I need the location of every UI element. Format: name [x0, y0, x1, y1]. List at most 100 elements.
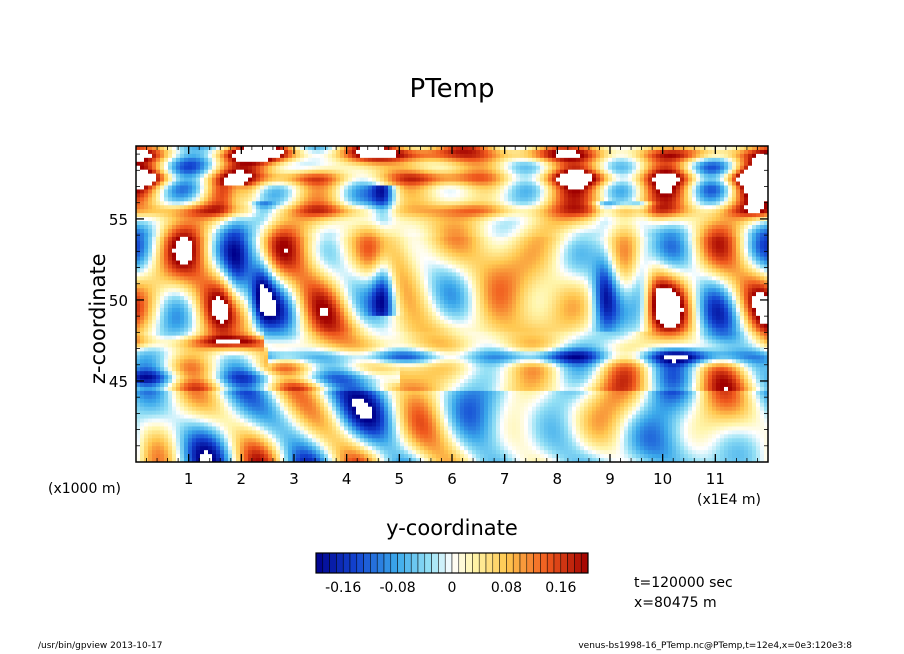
- heatmap-cell: [204, 331, 209, 337]
- heatmap-cell: [288, 217, 293, 222]
- heatmap-cell: [324, 165, 329, 171]
- heatmap-cell: [372, 177, 377, 183]
- heatmap-cell: [280, 422, 285, 428]
- heatmap-cell: [332, 339, 337, 345]
- heatmap-cell: [380, 161, 385, 167]
- heatmap-cell: [160, 296, 165, 301]
- heatmap-cell: [244, 414, 249, 420]
- heatmap-cell: [184, 232, 189, 238]
- heatmap-cell: [308, 248, 313, 254]
- heatmap-cell: [140, 288, 145, 293]
- heatmap-cell: [188, 311, 193, 317]
- heatmap-cell: [248, 213, 253, 218]
- heatmap-cell: [316, 165, 321, 171]
- heatmap-cell: [236, 410, 241, 416]
- heatmap-cell: [364, 315, 369, 321]
- heatmap-cell: [356, 438, 361, 443]
- heatmap-cell: [376, 339, 381, 345]
- heatmap-cell: [296, 284, 301, 289]
- heatmap-cell: [376, 319, 381, 325]
- heatmap-cell: [268, 406, 273, 412]
- heatmap-cell: [156, 292, 161, 297]
- heatmap-cell: [168, 331, 173, 337]
- heatmap-cell: [380, 343, 385, 349]
- heatmap-cell: [196, 260, 201, 266]
- heatmap-cell: [288, 165, 293, 171]
- heatmap-cell: [172, 446, 177, 451]
- heatmap-cell: [144, 213, 149, 218]
- heatmap-cell: [264, 351, 269, 356]
- heatmap-cell: [348, 244, 353, 250]
- heatmap-cell: [308, 383, 313, 388]
- heatmap-cell: [152, 379, 157, 384]
- heatmap-cell: [380, 402, 385, 408]
- heatmap-cell: [216, 442, 221, 447]
- heatmap-cell: [312, 438, 317, 443]
- heatmap-cell: [356, 379, 361, 384]
- heatmap-cell: [236, 161, 241, 167]
- heatmap-cell: [292, 442, 297, 447]
- heatmap-cell: [312, 335, 317, 341]
- heatmap-cell: [172, 430, 177, 435]
- heatmap-cell: [284, 161, 289, 167]
- heatmap-cell: [208, 296, 213, 301]
- heatmap-cell: [184, 256, 189, 262]
- heatmap-cell: [360, 217, 365, 222]
- heatmap-cell: [216, 189, 221, 194]
- heatmap-cell: [200, 240, 205, 246]
- heatmap-cell: [176, 272, 181, 277]
- heatmap-cell: [360, 339, 365, 345]
- heatmap-cell: [340, 165, 345, 171]
- heatmap-cell: [168, 307, 173, 313]
- heatmap-cell: [228, 335, 233, 341]
- heatmap-cell: [356, 256, 361, 262]
- heatmap-cell: [204, 153, 209, 159]
- heatmap-cell: [228, 442, 233, 447]
- heatmap-cell: [196, 446, 201, 451]
- heatmap-cell: [152, 402, 157, 408]
- heatmap-cell: [240, 209, 245, 214]
- heatmap-cell: [276, 359, 281, 364]
- heatmap-cell: [196, 177, 201, 183]
- heatmap-cell: [348, 343, 353, 349]
- heatmap-cell: [252, 157, 257, 163]
- heatmap-cell: [316, 414, 321, 420]
- heatmap-cell: [368, 260, 373, 266]
- heatmap-cell: [180, 363, 185, 368]
- heatmap-cell: [252, 426, 257, 431]
- heatmap-cell: [344, 296, 349, 301]
- heatmap-cell: [136, 181, 141, 187]
- heatmap-cell: [256, 296, 261, 301]
- heatmap-cell: [236, 386, 241, 392]
- heatmap-cell: [320, 359, 325, 364]
- heatmap-cell: [272, 331, 277, 337]
- heatmap-cell: [196, 442, 201, 447]
- heatmap-cell: [244, 157, 249, 163]
- heatmap-cell: [320, 252, 325, 258]
- heatmap-cell: [212, 149, 217, 155]
- heatmap-cell: [364, 394, 369, 400]
- heatmap-cell: [340, 185, 345, 191]
- heatmap-cell: [176, 173, 181, 179]
- heatmap-cell: [140, 390, 145, 396]
- heatmap-cell: [172, 331, 177, 337]
- heatmap-cell: [152, 149, 157, 155]
- heatmap-cell: [220, 228, 225, 234]
- heatmap-cell: [336, 311, 341, 317]
- heatmap-cell: [256, 442, 261, 447]
- heatmap-cell: [252, 173, 257, 179]
- heatmap-cell: [304, 161, 309, 167]
- heatmap-cell: [176, 410, 181, 416]
- heatmap-cell: [244, 371, 249, 376]
- heatmap-cell: [220, 386, 225, 392]
- heatmap-cell: [160, 454, 165, 459]
- heatmap-cell: [296, 315, 301, 321]
- heatmap-cell: [156, 394, 161, 400]
- heatmap-cell: [208, 398, 213, 404]
- heatmap-cell: [260, 394, 265, 400]
- heatmap-cell: [260, 351, 265, 356]
- heatmap-cell: [156, 351, 161, 356]
- heatmap-cell: [332, 426, 337, 431]
- heatmap-cell: [172, 165, 177, 171]
- heatmap-cell: [144, 264, 149, 270]
